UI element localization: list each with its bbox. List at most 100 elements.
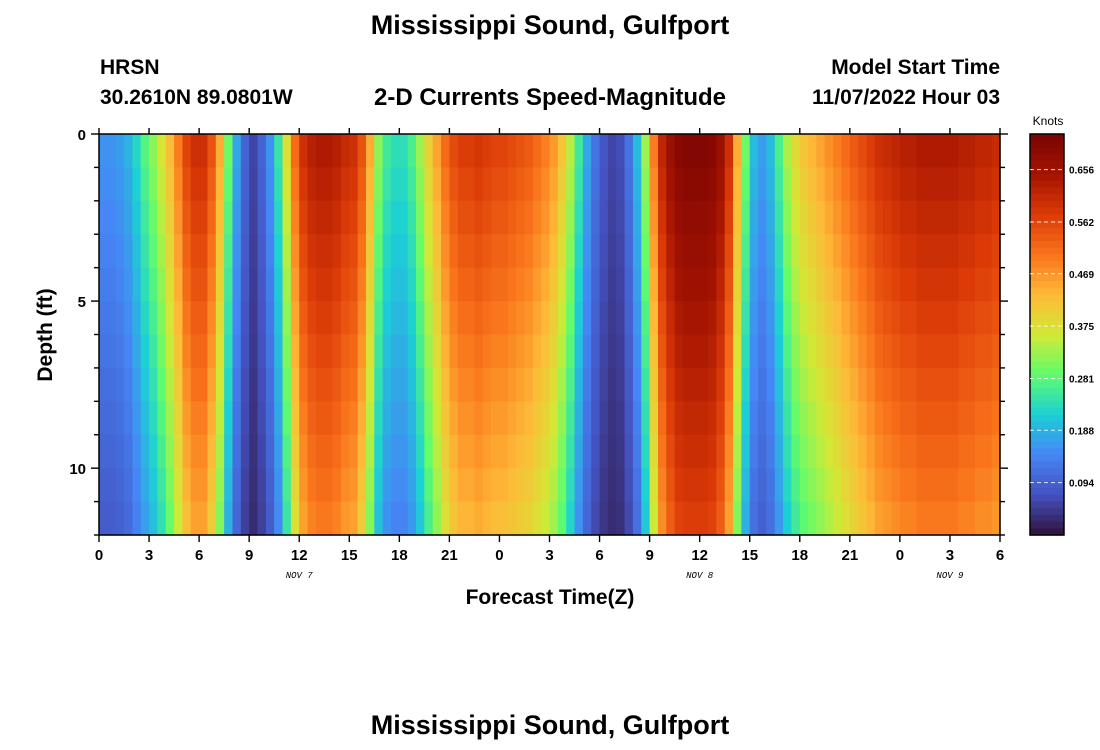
heatmap-cell: [942, 167, 951, 201]
heatmap-cell: [308, 335, 317, 369]
heatmap-cell: [950, 335, 959, 369]
heatmap-cell: [800, 468, 809, 502]
heatmap-cell: [166, 167, 175, 201]
heatmap-cell: [625, 502, 634, 536]
heatmap-cell: [658, 401, 667, 435]
heatmap-cell: [399, 134, 408, 168]
heatmap-cell: [157, 368, 166, 402]
heatmap-cell: [149, 368, 158, 402]
heatmap-cell: [633, 335, 642, 369]
heatmap-cell: [232, 468, 241, 502]
heatmap-cell: [157, 301, 166, 335]
heatmap-cell: [925, 301, 934, 335]
heatmap-cell: [516, 201, 525, 235]
heatmap-cell: [533, 435, 542, 469]
heatmap-cell: [633, 301, 642, 335]
heatmap-cell: [700, 401, 709, 435]
heatmap-cell: [358, 167, 367, 201]
heatmap-cell: [800, 134, 809, 168]
heatmap-cell: [800, 335, 809, 369]
heatmap-cell: [157, 435, 166, 469]
colorbar-segment: [1030, 495, 1064, 502]
heatmap-cell: [433, 301, 442, 335]
heatmap-cell: [182, 502, 191, 536]
colorbar-segment: [1030, 355, 1064, 362]
colorbar-segment: [1030, 522, 1064, 529]
heatmap-cell: [424, 167, 433, 201]
heatmap-cell: [791, 368, 800, 402]
heatmap-cell: [324, 268, 333, 302]
heatmap-cell: [533, 134, 542, 168]
heatmap-cell: [700, 335, 709, 369]
heatmap-cell: [291, 468, 300, 502]
heatmap-cell: [858, 268, 867, 302]
heatmap-cell: [433, 234, 442, 268]
heatmap-cell: [358, 368, 367, 402]
heatmap-cell: [399, 301, 408, 335]
heatmap-cell: [942, 301, 951, 335]
heatmap-cell: [366, 401, 375, 435]
heatmap-cell: [550, 401, 559, 435]
heatmap-cell: [608, 335, 617, 369]
heatmap-cell: [541, 301, 550, 335]
heatmap-cell: [274, 201, 283, 235]
heatmap-cell: [416, 268, 425, 302]
heatmap-cell: [441, 201, 450, 235]
heatmap-cell: [566, 502, 575, 536]
heatmap-cell: [207, 234, 216, 268]
heatmap-cell: [99, 167, 108, 201]
heatmap-cell: [132, 335, 141, 369]
heatmap-cell: [850, 401, 859, 435]
heatmap-cell: [99, 435, 108, 469]
heatmap-cell: [892, 335, 901, 369]
heatmap-cell: [833, 401, 842, 435]
heatmap-cell: [524, 234, 533, 268]
heatmap-cell: [591, 234, 600, 268]
heatmap-cell: [383, 234, 392, 268]
heatmap-cell: [466, 301, 475, 335]
colorbar-tick-label: 0.656: [1069, 166, 1094, 177]
heatmap-cell: [641, 167, 650, 201]
heatmap-cell: [925, 335, 934, 369]
heatmap-cell: [366, 468, 375, 502]
heatmap-cell: [433, 435, 442, 469]
heatmap-cell: [775, 167, 784, 201]
heatmap-cell: [666, 468, 675, 502]
heatmap-cell: [149, 435, 158, 469]
heatmap-cell: [700, 234, 709, 268]
heatmap-cell: [958, 268, 967, 302]
heatmap-cell: [483, 468, 492, 502]
heatmap-cell: [474, 301, 483, 335]
heatmap-cell: [608, 201, 617, 235]
heatmap-cell: [174, 234, 183, 268]
heatmap-cell: [591, 502, 600, 536]
colorbar-segment: [1030, 328, 1064, 335]
heatmap-cell: [533, 268, 542, 302]
heatmap-cell: [516, 368, 525, 402]
colorbar-segment: [1030, 254, 1064, 261]
heatmap-cell: [107, 234, 116, 268]
heatmap-cell: [725, 435, 734, 469]
heatmap-cell: [541, 502, 550, 536]
heatmap-cell: [766, 234, 775, 268]
heatmap-cell: [508, 335, 517, 369]
heatmap-cell: [675, 301, 684, 335]
heatmap-cell: [324, 401, 333, 435]
heatmap-cell: [591, 401, 600, 435]
heatmap-cell: [967, 301, 976, 335]
heatmap-cell: [958, 201, 967, 235]
heatmap-cell: [650, 167, 659, 201]
heatmap-cell: [333, 301, 342, 335]
heatmap-cell: [983, 134, 992, 168]
heatmap-cell: [116, 301, 125, 335]
heatmap-cell: [541, 268, 550, 302]
heatmap-cell: [708, 301, 717, 335]
heatmap-cell: [983, 335, 992, 369]
heatmap-cell: [933, 234, 942, 268]
heatmap-cell: [900, 201, 909, 235]
heatmap-cell: [741, 401, 750, 435]
heatmap-cell: [191, 201, 200, 235]
heatmap-cell: [483, 201, 492, 235]
heatmap-cell: [575, 368, 584, 402]
heatmap-cell: [766, 301, 775, 335]
